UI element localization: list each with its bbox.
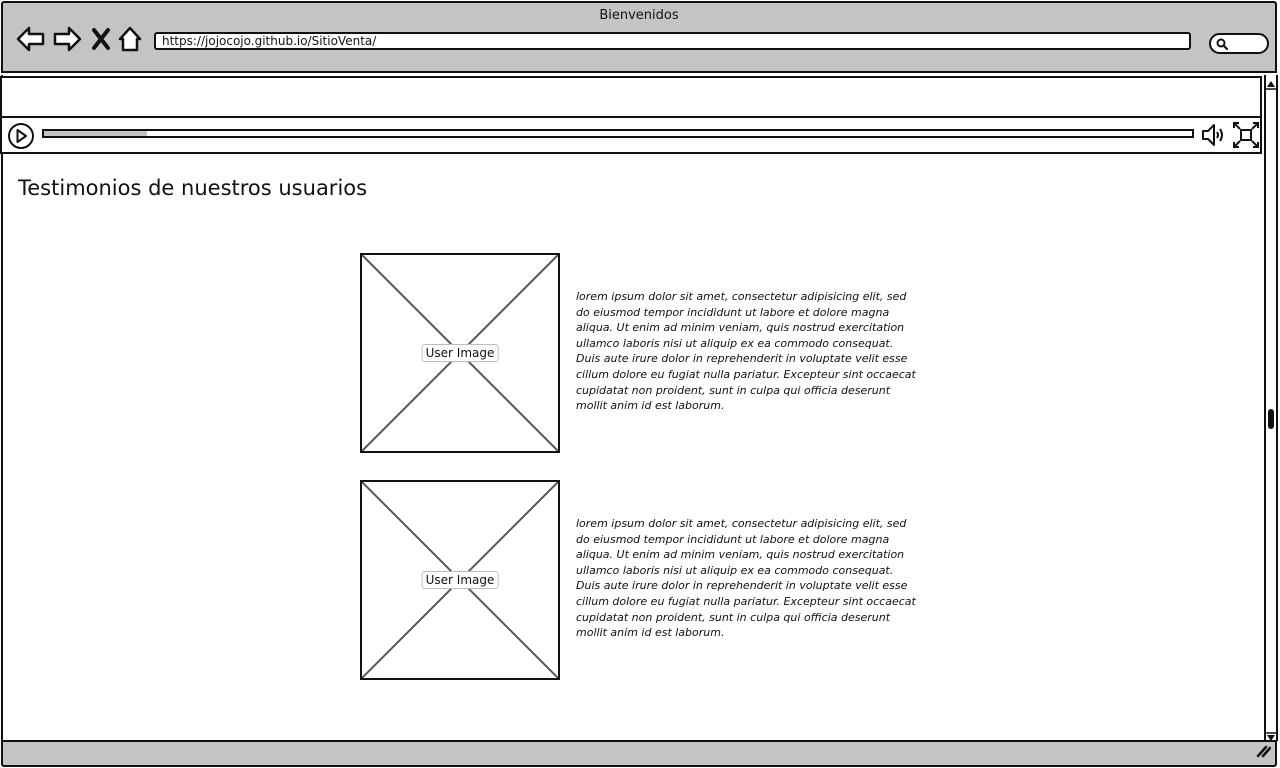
- testimonial-text: lorem ipsum dolor sit amet, consectetur …: [576, 517, 916, 640]
- window-title: Bienvenidos: [599, 8, 679, 23]
- user-image-label: User Image: [421, 344, 499, 362]
- testimonial-text: lorem ipsum dolor sit amet, consectetur …: [576, 290, 916, 413]
- scroll-down-icon[interactable]: [1266, 729, 1276, 741]
- back-arrow-icon[interactable]: [15, 23, 47, 55]
- scroll-up-icon[interactable]: [1266, 75, 1276, 90]
- volume-icon[interactable]: [1200, 122, 1228, 152]
- home-icon[interactable]: [117, 23, 149, 55]
- close-icon[interactable]: [89, 23, 121, 55]
- user-image-placeholder: User Image: [360, 480, 560, 680]
- page-title: Testimonios de nuestros usuarios: [18, 176, 368, 200]
- scroll-thumb[interactable]: [1268, 409, 1274, 429]
- video-progress-bar[interactable]: [42, 129, 1194, 138]
- search-icon: [1216, 38, 1228, 50]
- resize-grip-icon[interactable]: [1255, 743, 1272, 762]
- page-viewport: [1, 75, 1277, 741]
- video-progress-fill: [44, 131, 148, 136]
- video-controls: [2, 116, 1260, 152]
- browser-toolbar: Bienvenidos https://jojocojo.github.io/S…: [1, 1, 1277, 73]
- play-icon[interactable]: [7, 122, 35, 154]
- testimonial-card: User Image lorem ipsum dolor sit amet, c…: [360, 253, 920, 453]
- testimonial-card: User Image lorem ipsum dolor sit amet, c…: [360, 480, 920, 680]
- vertical-scrollbar[interactable]: [1264, 75, 1278, 741]
- video-player[interactable]: [0, 76, 1262, 154]
- fullscreen-icon[interactable]: [1232, 121, 1260, 153]
- url-bar[interactable]: https://jojocojo.github.io/SitioVenta/: [154, 32, 1191, 50]
- status-bar: [1, 740, 1277, 767]
- user-image-placeholder: User Image: [360, 253, 560, 453]
- user-image-label: User Image: [421, 571, 499, 589]
- search-box[interactable]: [1209, 33, 1269, 54]
- forward-arrow-icon[interactable]: [51, 23, 83, 55]
